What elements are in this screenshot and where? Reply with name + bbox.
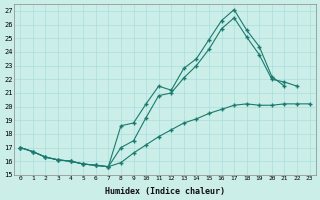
X-axis label: Humidex (Indice chaleur): Humidex (Indice chaleur) <box>105 187 225 196</box>
